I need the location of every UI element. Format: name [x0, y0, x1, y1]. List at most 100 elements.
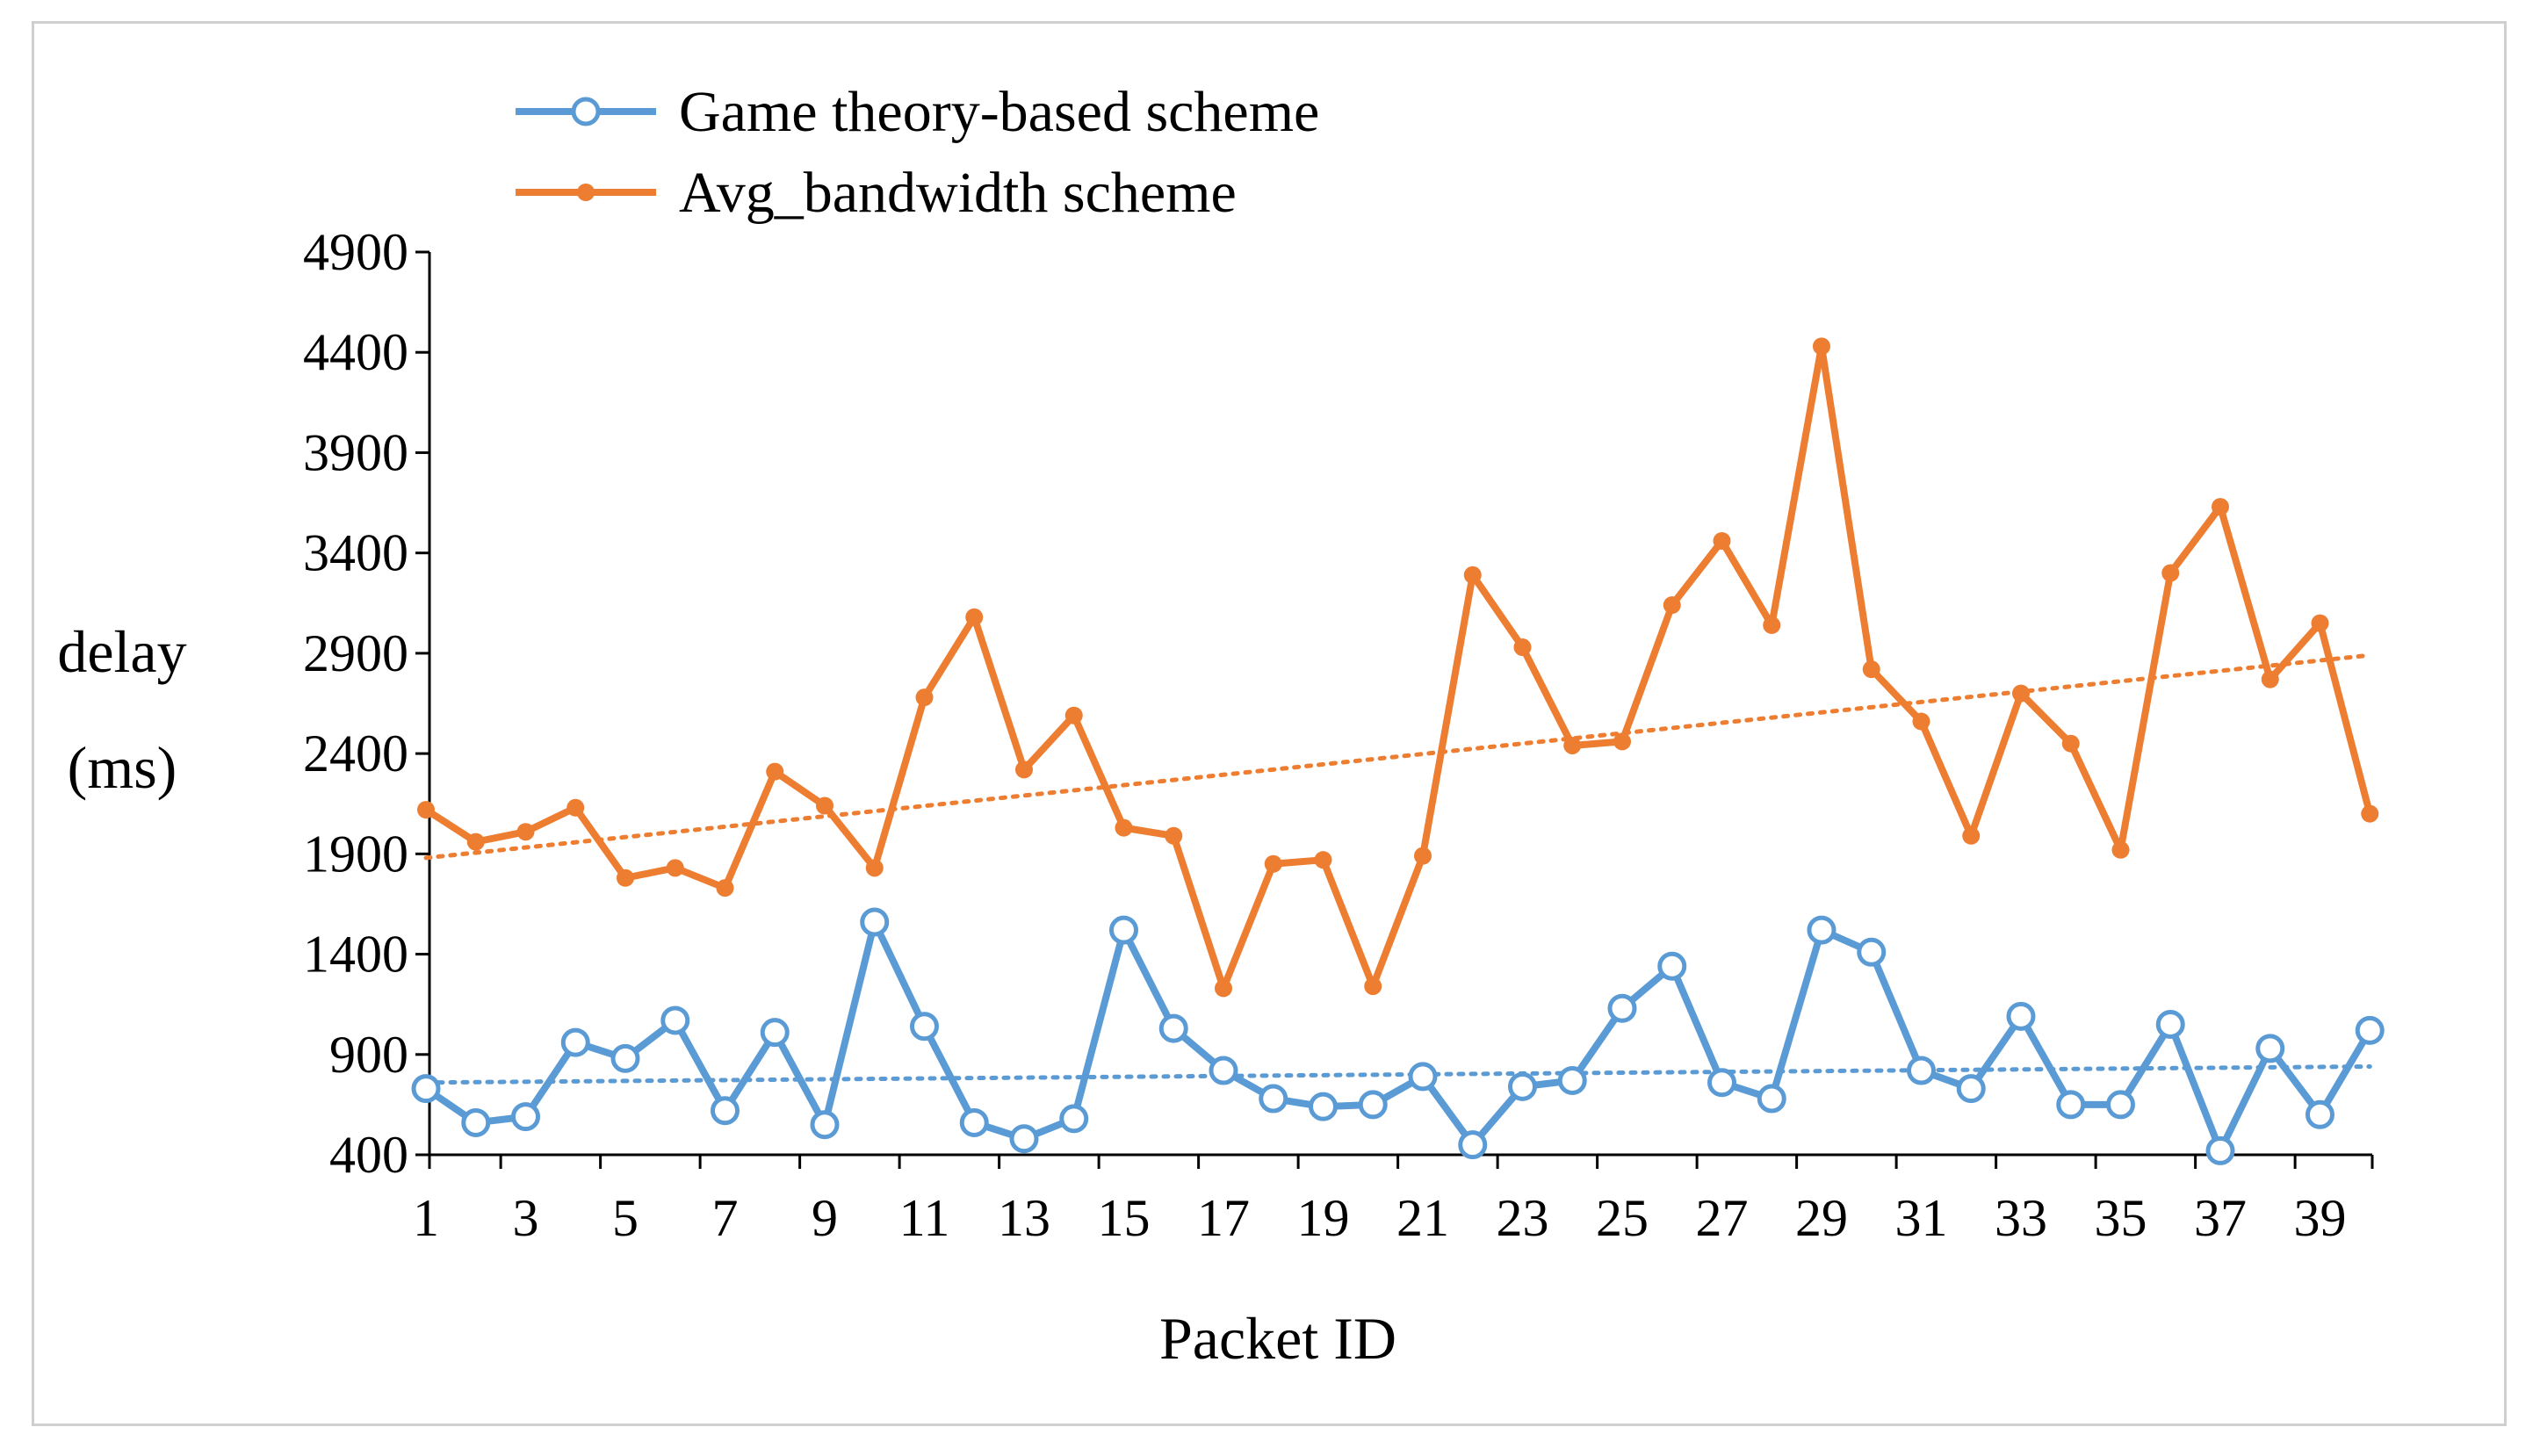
avg-bandwidth-point	[1962, 826, 1981, 845]
avg-bandwidth-point	[1115, 818, 1133, 837]
y-tick-label: 1400	[303, 926, 408, 984]
avg-bandwidth-point	[965, 608, 984, 626]
avg-bandwidth-point	[1763, 616, 1781, 634]
game-theory-point	[2006, 1001, 2036, 1031]
x-tick-label: 31	[1895, 1189, 1948, 1247]
game-theory-point	[860, 907, 890, 937]
avg-bandwidth-point	[1064, 706, 1083, 724]
avg-bandwidth-point	[1563, 736, 1582, 754]
game-theory-point	[560, 1027, 590, 1057]
game-theory-point	[1309, 1092, 1338, 1121]
x-tick-label: 9	[812, 1189, 838, 1247]
y-tick-label: 4400	[303, 323, 408, 381]
game-theory-point	[1458, 1130, 1488, 1160]
x-tick-label: 1	[413, 1189, 439, 1247]
game-theory-point	[1907, 1056, 1936, 1085]
game-theory-point	[910, 1012, 939, 1042]
avg-bandwidth-point	[1314, 851, 1332, 869]
game-theory-point	[760, 1018, 790, 1048]
game-theory-point	[1408, 1062, 1438, 1092]
game-theory-point	[1059, 1104, 1089, 1134]
x-tick-label: 11	[899, 1189, 950, 1247]
y-tick-label: 3400	[303, 524, 408, 582]
avg-bandwidth-point	[1513, 638, 1532, 657]
game-theory-point	[1657, 951, 1687, 981]
avg-bandwidth-legend-marker	[577, 184, 595, 201]
y-axis-label-line2: (ms)	[68, 734, 177, 801]
game-theory-point	[1109, 915, 1138, 945]
game-theory-trendline	[423, 1063, 2372, 1085]
avg-bandwidth-line	[423, 342, 2374, 992]
avg-bandwidth-point	[816, 796, 833, 815]
avg-bandwidth-point	[566, 798, 585, 817]
game-theory-point	[660, 1006, 690, 1035]
x-tick-label: 33	[1995, 1189, 2047, 1247]
game-theory-point	[711, 1096, 740, 1126]
x-tick-label: 5	[612, 1189, 639, 1247]
game-theory-point	[1557, 1065, 1587, 1095]
avg-bandwidth-point	[1912, 712, 1930, 731]
y-tick-label: 1900	[303, 825, 408, 883]
avg-bandwidth-point	[1215, 979, 1232, 998]
game-theory-point	[2255, 1034, 2285, 1063]
game-theory-point	[2155, 1010, 2185, 1040]
y-tick-label: 4900	[303, 223, 408, 281]
series-markers	[411, 337, 2385, 1165]
avg-bandwidth-point	[2361, 804, 2379, 823]
game-theory-point	[1807, 915, 1836, 945]
game-theory-point	[1259, 1084, 1288, 1114]
game-theory-point	[959, 1107, 989, 1137]
series-lines	[423, 342, 2374, 1155]
y-tick-label: 400	[329, 1126, 408, 1184]
game-theory-point	[1707, 1068, 1736, 1098]
avg-bandwidth-point	[417, 801, 435, 819]
avg-bandwidth-point	[2012, 684, 2030, 703]
y-tick-label: 2400	[303, 724, 408, 782]
game-theory-point	[2305, 1099, 2334, 1129]
avg-bandwidth-point	[466, 833, 485, 851]
y-axis-label-line1: delay	[57, 618, 186, 685]
x-tick-label: 37	[2194, 1189, 2247, 1247]
y-tick-label: 900	[329, 1026, 408, 1084]
game-theory-point	[1857, 937, 1887, 967]
avg-bandwidth-point	[1862, 660, 1880, 679]
game-theory-legend-label: Game theory-based scheme	[679, 80, 1319, 144]
x-tick-label: 27	[1696, 1189, 1749, 1247]
avg-bandwidth-point	[2061, 734, 2080, 753]
x-tick-label: 17	[1197, 1189, 1250, 1247]
game-theory-legend-marker	[571, 97, 601, 126]
avg-bandwidth-point	[2212, 498, 2229, 516]
x-tick-label: 13	[998, 1189, 1050, 1247]
avg-bandwidth-point	[516, 823, 535, 841]
game-theory-point	[2106, 1090, 2135, 1120]
avg-bandwidth-point	[1165, 826, 1183, 845]
avg-bandwidth-point	[766, 762, 784, 781]
game-theory-point	[1158, 1013, 1188, 1043]
avg-bandwidth-point	[1663, 596, 1681, 615]
avg-bandwidth-point	[617, 869, 634, 887]
avg-bandwidth-point	[865, 859, 884, 877]
game-theory-line	[423, 919, 2373, 1155]
chart-frame: 400 900 1400 1900 2400 2900 3400 3900 4400 4900 1 3…	[32, 21, 2507, 1426]
game-theory-point	[1956, 1074, 1986, 1104]
x-tick-label: 19	[1297, 1189, 1350, 1247]
trendlines	[423, 652, 2372, 1085]
game-theory-point	[610, 1043, 640, 1073]
game-theory-point	[2056, 1090, 2086, 1120]
avg-bandwidth-point	[2111, 840, 2130, 859]
avg-bandwidth-point	[716, 879, 734, 897]
avg-bandwidth-point	[1463, 566, 1482, 584]
avg-bandwidth-point	[1264, 854, 1282, 873]
game-theory-point	[1508, 1071, 1537, 1101]
avg-bandwidth-point	[1414, 847, 1432, 865]
avg-bandwidth-point	[2311, 614, 2329, 632]
x-tick-label: 7	[712, 1189, 739, 1247]
game-theory-point	[461, 1107, 491, 1137]
x-tick-label: 3	[513, 1189, 539, 1247]
x-tick-label: 25	[1596, 1189, 1649, 1247]
y-tick-label: 2900	[303, 624, 408, 682]
x-tick-label: 29	[1795, 1189, 1848, 1247]
avg-bandwidth-point	[1813, 337, 1830, 356]
